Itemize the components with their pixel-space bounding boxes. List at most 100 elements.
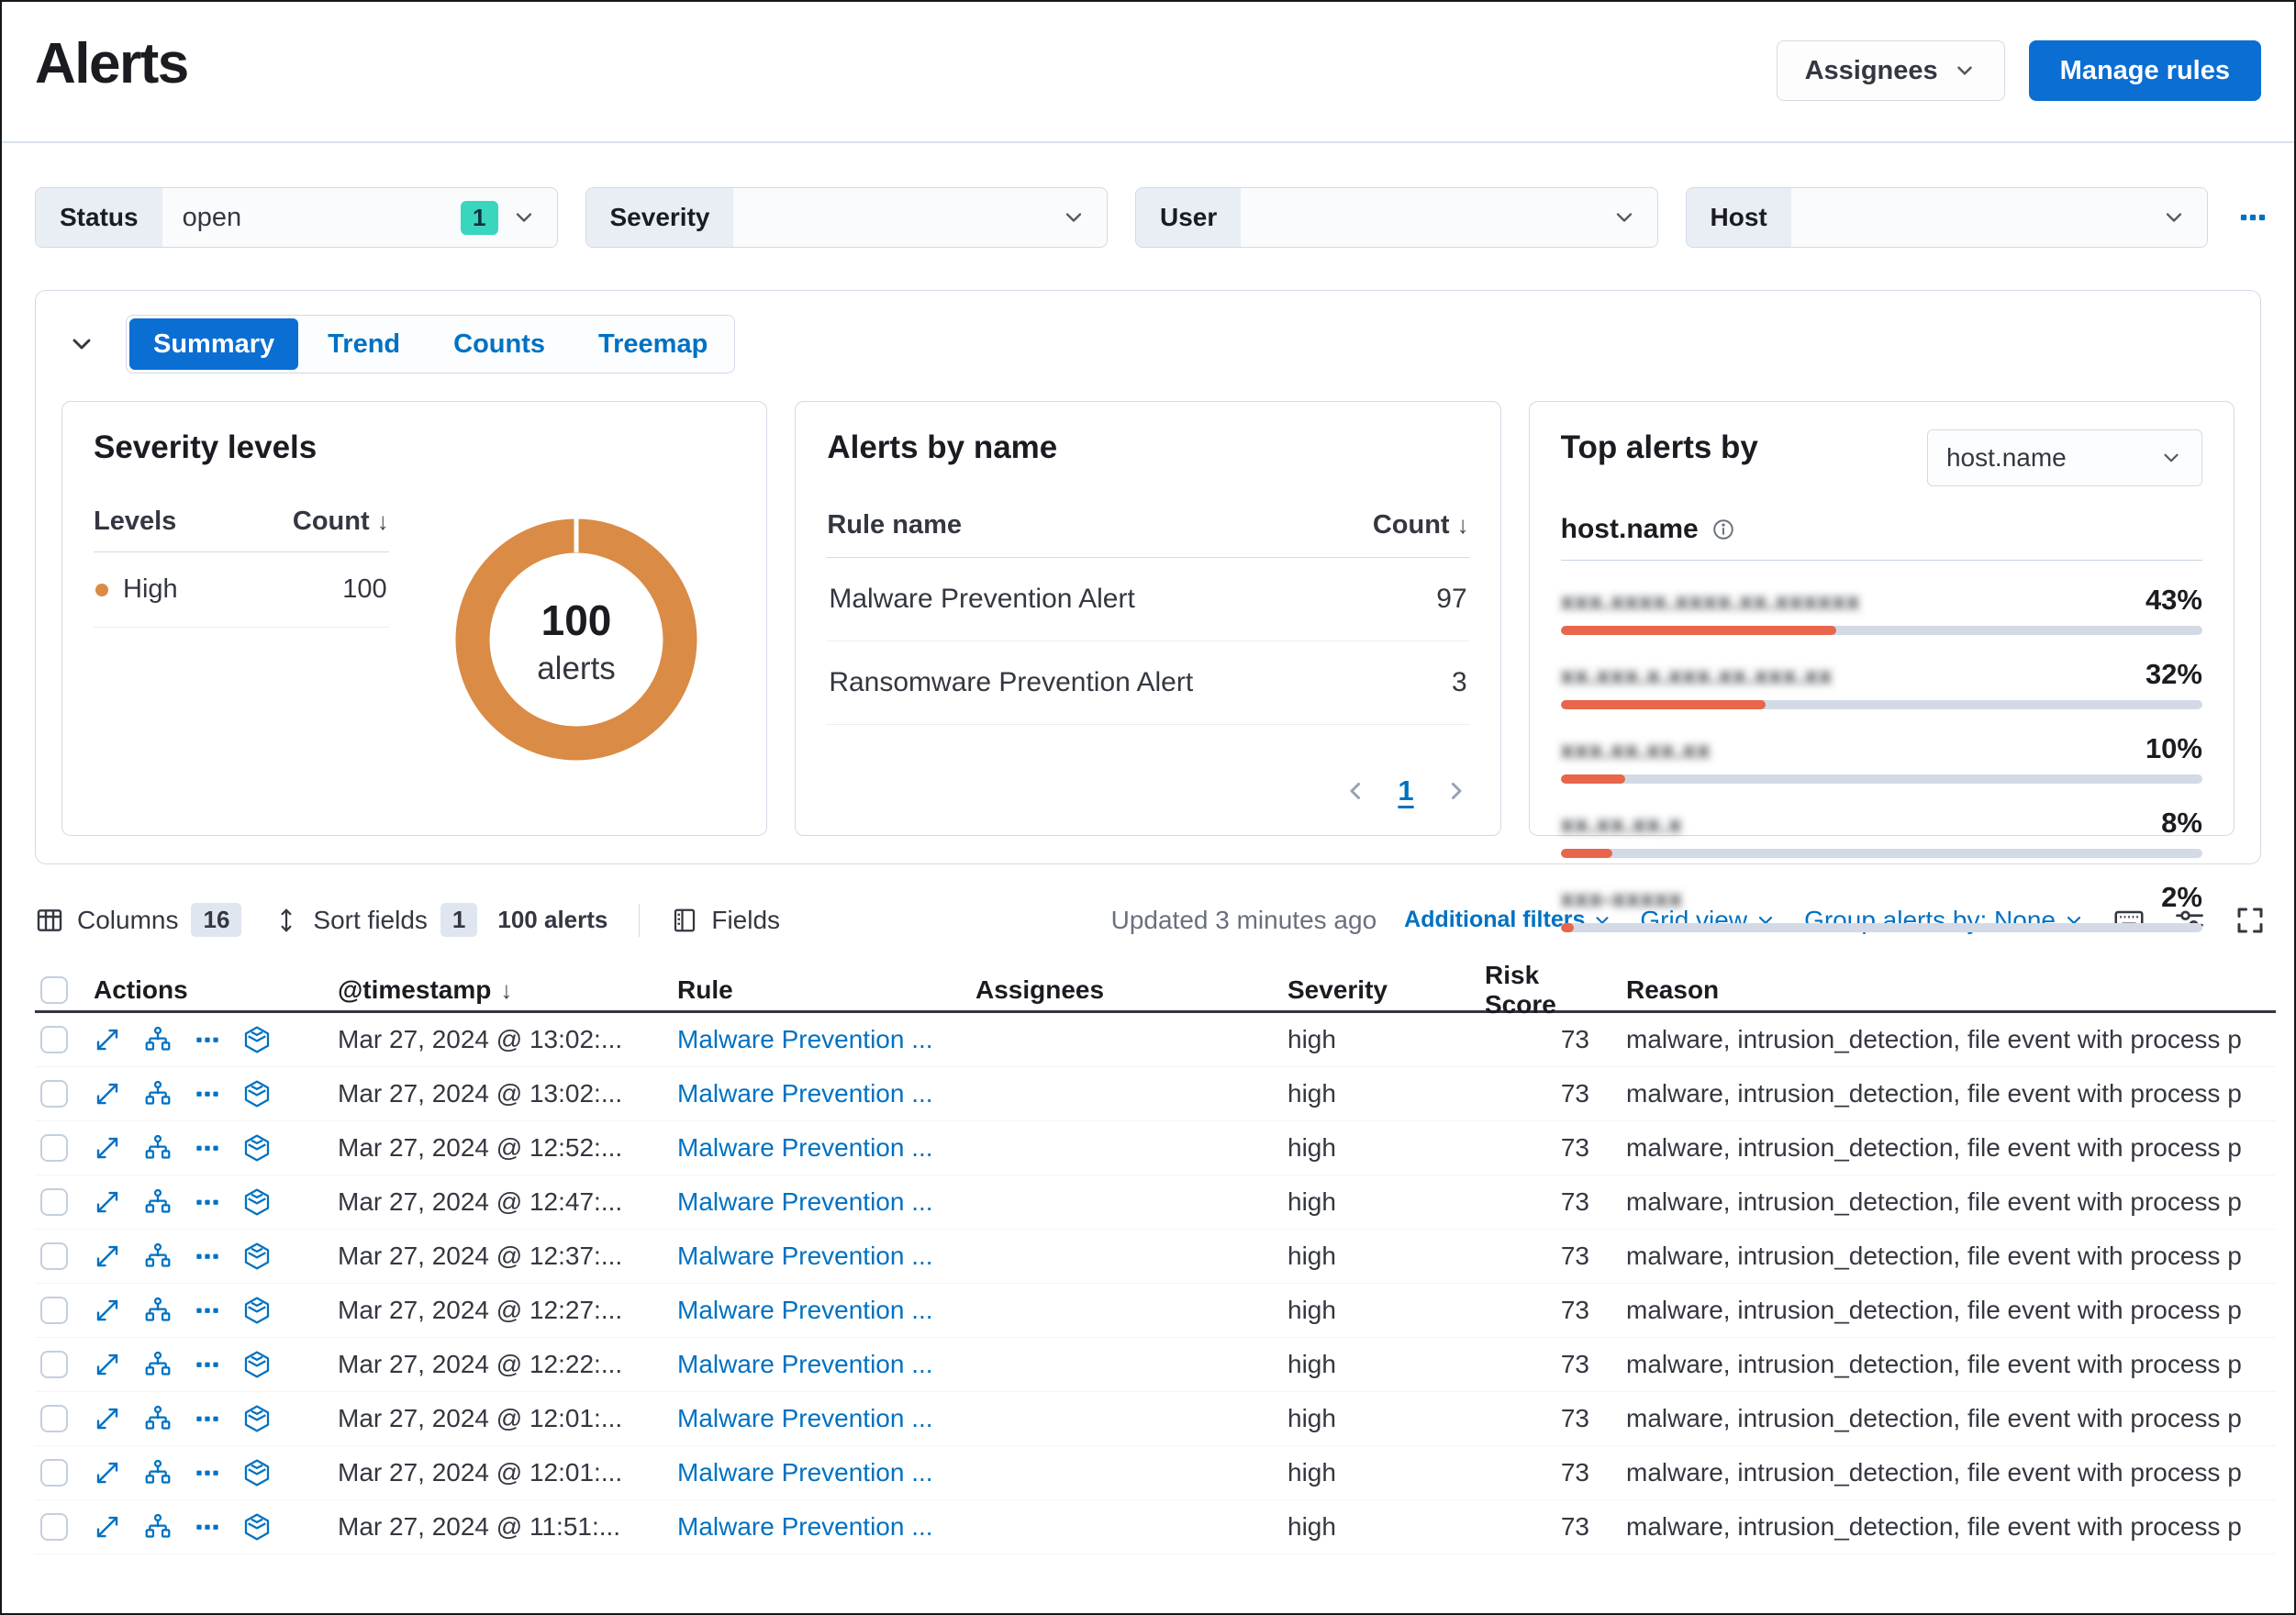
rule-link[interactable]: Malware Prevention ...: [677, 1296, 933, 1324]
row-select-checkbox[interactable]: [40, 1405, 68, 1432]
session-view-cube-icon[interactable]: [242, 1512, 272, 1542]
more-actions-icon[interactable]: [195, 1406, 220, 1431]
expand-alert-icon[interactable]: [94, 1188, 121, 1216]
more-actions-icon[interactable]: [195, 1135, 220, 1161]
count-col-header[interactable]: Count ↓: [1372, 510, 1469, 540]
summary-view-tab[interactable]: Counts: [429, 318, 569, 370]
row-select-checkbox[interactable]: [40, 1134, 68, 1162]
sort-fields-icon: [273, 907, 300, 934]
filter-group[interactable]: User: [1135, 187, 1658, 248]
expand-alert-icon[interactable]: [94, 1405, 121, 1432]
summary-view-tab[interactable]: Summary: [129, 318, 299, 370]
assignees-button[interactable]: Assignees: [1776, 40, 2005, 101]
expand-alert-icon[interactable]: [94, 1513, 121, 1541]
fields-button[interactable]: Fields: [671, 906, 780, 935]
severity-col-levels: Levels: [94, 507, 177, 536]
timestamp-col-header[interactable]: @timestamp ↓: [338, 975, 513, 1004]
risk-score-col-header[interactable]: Risk Score: [1485, 961, 1556, 1019]
expand-alert-icon[interactable]: [94, 1297, 121, 1324]
row-select-checkbox[interactable]: [40, 1026, 68, 1053]
timestamp-cell: Mar 27, 2024 @ 12:01:...: [338, 1404, 623, 1432]
rule-link[interactable]: Malware Prevention ...: [677, 1025, 933, 1053]
analyze-event-icon[interactable]: [143, 1079, 173, 1108]
rule-link[interactable]: Malware Prevention ...: [677, 1242, 933, 1270]
rule-link[interactable]: Malware Prevention ...: [677, 1458, 933, 1487]
fullscreen-icon[interactable]: [2234, 904, 2267, 937]
page-number-1[interactable]: 1: [1398, 774, 1414, 807]
analyze-event-icon[interactable]: [143, 1458, 173, 1487]
columns-button[interactable]: Columns 16: [35, 903, 242, 937]
session-view-cube-icon[interactable]: [242, 1296, 272, 1325]
rule-link[interactable]: Malware Prevention ...: [677, 1404, 933, 1432]
more-actions-icon[interactable]: [195, 1189, 220, 1215]
analyze-event-icon[interactable]: [143, 1350, 173, 1379]
analyze-event-icon[interactable]: [143, 1296, 173, 1325]
row-select-checkbox[interactable]: [40, 1242, 68, 1270]
timestamp-cell: Mar 27, 2024 @ 12:27:...: [338, 1296, 623, 1324]
expand-alert-icon[interactable]: [94, 1080, 121, 1108]
row-select-checkbox[interactable]: [40, 1459, 68, 1487]
reason-cell: malware, intrusion_detection, file event…: [1626, 1079, 2242, 1108]
expand-alert-icon[interactable]: [94, 1459, 121, 1487]
session-view-cube-icon[interactable]: [242, 1133, 272, 1163]
severity-col-count[interactable]: Count ↓: [292, 507, 389, 536]
expand-alert-icon[interactable]: [94, 1134, 121, 1162]
session-view-cube-icon[interactable]: [242, 1025, 272, 1054]
more-actions-icon[interactable]: [195, 1027, 220, 1053]
chevron-left-icon[interactable]: [1343, 777, 1370, 805]
filter-group[interactable]: Host: [1685, 187, 2208, 248]
more-actions-icon[interactable]: [195, 1514, 220, 1540]
collapse-section-chevron-icon[interactable]: [61, 324, 102, 364]
analyze-event-icon[interactable]: [143, 1512, 173, 1542]
alert-table-row: Mar 27, 2024 @ 11:51:... Malware Prevent…: [35, 1500, 2276, 1554]
reason-col-header[interactable]: Reason: [1626, 975, 1720, 1004]
filter-count-badge: 1: [461, 200, 498, 235]
session-view-cube-icon[interactable]: [242, 1350, 272, 1379]
session-view-cube-icon[interactable]: [242, 1242, 272, 1271]
assignees-col-header[interactable]: Assignees: [975, 975, 1105, 1004]
session-view-cube-icon[interactable]: [242, 1404, 272, 1433]
row-select-checkbox[interactable]: [40, 1297, 68, 1324]
rule-link[interactable]: Malware Prevention ...: [677, 1512, 933, 1541]
select-all-checkbox[interactable]: [40, 976, 68, 1004]
sort-fields-button[interactable]: Sort fields 1: [273, 903, 478, 937]
rule-link[interactable]: Malware Prevention ...: [677, 1350, 933, 1378]
filter-group[interactable]: Severity: [585, 187, 1108, 248]
timestamp-cell: Mar 27, 2024 @ 11:51:...: [338, 1512, 621, 1541]
expand-alert-icon[interactable]: [94, 1242, 121, 1270]
row-select-checkbox[interactable]: [40, 1080, 68, 1108]
chevron-right-icon[interactable]: [1442, 777, 1469, 805]
additional-filters-button[interactable]: Additional filters: [1404, 907, 1612, 933]
analyze-event-icon[interactable]: [143, 1133, 173, 1163]
session-view-cube-icon[interactable]: [242, 1187, 272, 1217]
rule-link[interactable]: Malware Prevention ...: [677, 1079, 933, 1108]
more-actions-icon[interactable]: [195, 1081, 220, 1107]
more-filters-icon[interactable]: [2239, 204, 2267, 231]
expand-alert-icon[interactable]: [94, 1026, 121, 1053]
session-view-cube-icon[interactable]: [242, 1079, 272, 1108]
more-actions-icon[interactable]: [195, 1460, 220, 1486]
manage-rules-button[interactable]: Manage rules: [2028, 40, 2261, 101]
analyze-event-icon[interactable]: [143, 1404, 173, 1433]
expand-alert-icon[interactable]: [94, 1351, 121, 1378]
summary-view-tab[interactable]: Treemap: [574, 318, 731, 370]
top-alerts-field-select[interactable]: host.name: [1926, 429, 2202, 486]
rule-col-header[interactable]: Rule: [677, 975, 733, 1004]
analyze-event-icon[interactable]: [143, 1025, 173, 1054]
row-select-checkbox[interactable]: [40, 1351, 68, 1378]
severity-col-header[interactable]: Severity: [1287, 975, 1388, 1004]
analyze-event-icon[interactable]: [143, 1242, 173, 1271]
more-actions-icon[interactable]: [195, 1352, 220, 1377]
more-actions-icon[interactable]: [195, 1298, 220, 1323]
row-select-checkbox[interactable]: [40, 1513, 68, 1541]
updated-status-text: Updated 3 minutes ago: [1110, 905, 1377, 934]
rule-link[interactable]: Malware Prevention ...: [677, 1133, 933, 1162]
analyze-event-icon[interactable]: [143, 1187, 173, 1217]
rule-link[interactable]: Malware Prevention ...: [677, 1187, 933, 1216]
filter-group[interactable]: Status open 1: [35, 187, 558, 248]
info-icon[interactable]: [1711, 518, 1735, 541]
session-view-cube-icon[interactable]: [242, 1458, 272, 1487]
more-actions-icon[interactable]: [195, 1243, 220, 1269]
summary-view-tab[interactable]: Trend: [304, 318, 424, 370]
row-select-checkbox[interactable]: [40, 1188, 68, 1216]
